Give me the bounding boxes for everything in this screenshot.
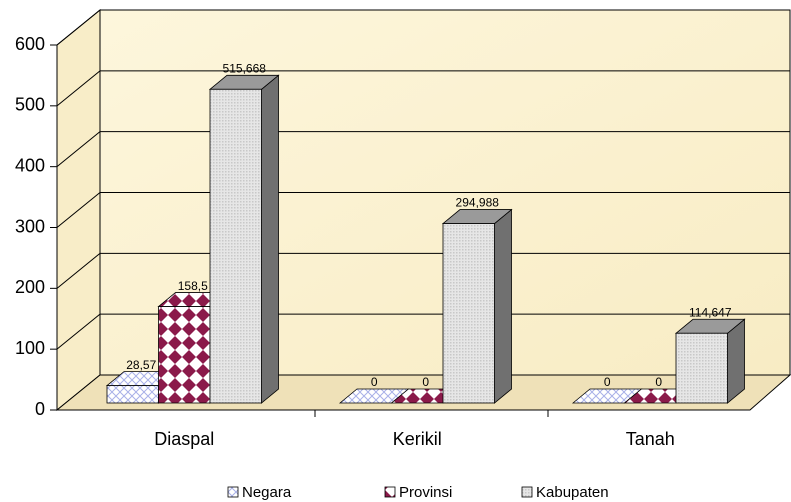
value-label: 515,668 <box>223 61 267 75</box>
legend-swatch <box>384 486 396 498</box>
bar <box>674 318 746 404</box>
value-label: 114,647 <box>689 305 732 319</box>
value-label: 294,988 <box>456 196 500 210</box>
x-tick-label: Tanah <box>626 429 675 449</box>
value-label: 0 <box>422 375 429 389</box>
value-label: 158,5 <box>178 279 208 293</box>
y-tick-label: 600 <box>15 34 45 54</box>
labels: 0 100 200 300 400 500 600 Diaspal Kerikil Tanah 28… <box>15 34 732 501</box>
grid-line <box>56 192 790 228</box>
bar-front <box>442 223 495 404</box>
value-label: 0 <box>371 375 378 389</box>
x-tick-label: Diaspal <box>154 429 214 449</box>
value-label: 28,57 <box>126 358 156 372</box>
y-tick-label: 200 <box>15 277 45 297</box>
y-tick-label: 100 <box>15 338 45 358</box>
grid <box>50 9 790 417</box>
legend-label: Provinsi <box>399 484 452 501</box>
bar-side <box>727 318 745 404</box>
bar <box>441 208 513 404</box>
y-tick-label: 400 <box>15 155 45 175</box>
y-tick-label: 500 <box>15 95 45 115</box>
x-tick-label: Kerikil <box>393 429 442 449</box>
legend-swatch <box>227 486 239 498</box>
grid-line <box>56 313 790 350</box>
value-label: 0 <box>604 375 611 389</box>
bars <box>105 74 746 404</box>
grid-line <box>56 9 790 46</box>
y-tick-label: 300 <box>15 216 45 236</box>
grid-line <box>56 252 790 289</box>
legend-label: Negara <box>242 484 292 501</box>
legend-swatch <box>521 486 533 498</box>
grid-line <box>56 131 790 168</box>
bar-side <box>494 208 512 404</box>
value-label: 0 <box>655 375 662 389</box>
bar-front <box>158 306 211 404</box>
grid-line <box>56 70 790 107</box>
legend-label: Kabupaten <box>536 484 609 501</box>
bar-side <box>261 74 279 404</box>
bar-front <box>675 332 728 404</box>
bar-front <box>209 88 262 404</box>
y-tick-label: 0 <box>35 399 45 419</box>
bar <box>208 74 280 404</box>
bar-front <box>106 385 159 404</box>
